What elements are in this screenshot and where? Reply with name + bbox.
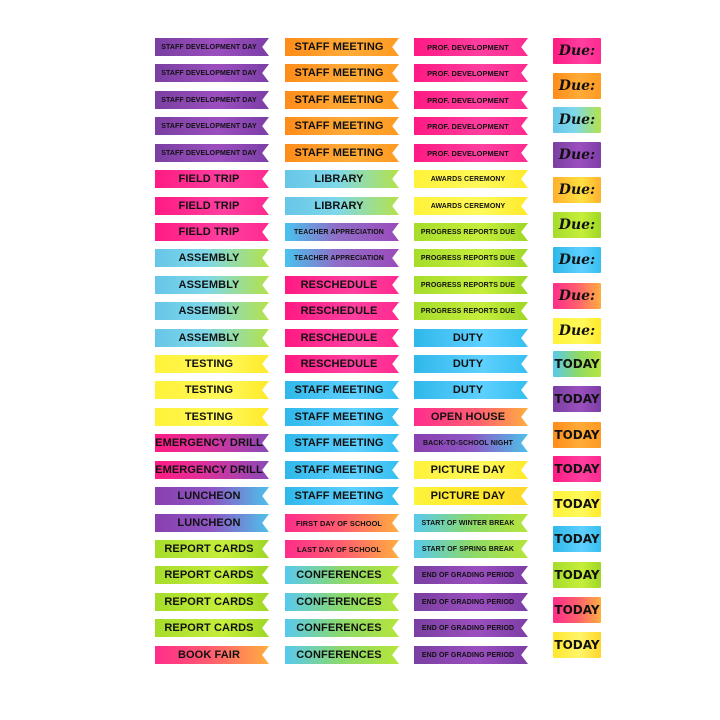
sticker-flag: PROF. DEVELOPMENT <box>414 64 528 82</box>
sticker-flag: FIELD TRIP <box>155 197 269 215</box>
sticker-flag: PROGRESS REPORTS DUE <box>414 249 528 267</box>
sticker-flag: LAST DAY OF SCHOOL <box>285 540 399 558</box>
sticker-flag: PICTURE DAY <box>414 461 528 479</box>
sticker-flag: STAFF DEVELOPMENT DAY <box>155 64 269 82</box>
sticker-flag: ASSEMBLY <box>155 329 269 347</box>
sticker-flag: FIELD TRIP <box>155 223 269 241</box>
sticker-flag: TEACHER APPRECIATION <box>285 223 399 241</box>
today-tag: TODAY <box>553 351 601 377</box>
sticker-flag: CONFERENCES <box>285 646 399 664</box>
sticker-flag: ASSEMBLY <box>155 302 269 320</box>
sticker-flag: END OF GRADING PERIOD <box>414 619 528 637</box>
sticker-flag: DUTY <box>414 355 528 373</box>
sticker-flag: STAFF MEETING <box>285 461 399 479</box>
sticker-flag: CONFERENCES <box>285 566 399 584</box>
sticker-flag: BACK-TO-SCHOOL NIGHT <box>414 434 528 452</box>
sticker-flag: STAFF DEVELOPMENT DAY <box>155 38 269 56</box>
sticker-flag: FIELD TRIP <box>155 170 269 188</box>
sticker-flag: CONFERENCES <box>285 593 399 611</box>
sticker-flag: PROF. DEVELOPMENT <box>414 117 528 135</box>
sticker-flag: PROF. DEVELOPMENT <box>414 91 528 109</box>
sticker-flag: EMERGENCY DRILL <box>155 434 269 452</box>
sticker-flag: OPEN HOUSE <box>414 408 528 426</box>
due-tag: Due: <box>553 283 601 309</box>
today-tag: TODAY <box>553 386 601 412</box>
sticker-flag: STAFF MEETING <box>285 117 399 135</box>
due-tag: Due: <box>553 73 601 99</box>
sticker-flag: PROGRESS REPORTS DUE <box>414 302 528 320</box>
sticker-flag: EMERGENCY DRILL <box>155 461 269 479</box>
sticker-flag: ASSEMBLY <box>155 249 269 267</box>
today-tag: TODAY <box>553 456 601 482</box>
today-tag: TODAY <box>553 491 601 517</box>
sticker-flag: RESCHEDULE <box>285 276 399 294</box>
sticker-flag: FIRST DAY OF SCHOOL <box>285 514 399 532</box>
sticker-flag: PROF. DEVELOPMENT <box>414 144 528 162</box>
sticker-flag: RESCHEDULE <box>285 355 399 373</box>
sticker-flag: REPORT CARDS <box>155 593 269 611</box>
due-tag: Due: <box>553 142 601 168</box>
sticker-flag: AWARDS CEREMONY <box>414 197 528 215</box>
today-tag: TODAY <box>553 422 601 448</box>
due-tag: Due: <box>553 38 601 64</box>
sticker-flag: LUNCHEON <box>155 487 269 505</box>
due-tag: Due: <box>553 107 601 133</box>
sticker-flag: STAFF MEETING <box>285 434 399 452</box>
due-tag: Due: <box>553 318 601 344</box>
sticker-flag: REPORT CARDS <box>155 566 269 584</box>
sticker-flag: TESTING <box>155 408 269 426</box>
sticker-flag: END OF GRADING PERIOD <box>414 646 528 664</box>
sticker-flag: RESCHEDULE <box>285 302 399 320</box>
sticker-flag: START OF WINTER BREAK <box>414 514 528 532</box>
sticker-flag: REPORT CARDS <box>155 540 269 558</box>
sticker-flag: LUNCHEON <box>155 514 269 532</box>
today-tag: TODAY <box>553 562 601 588</box>
sticker-flag: STAFF MEETING <box>285 144 399 162</box>
today-tag: TODAY <box>553 632 601 658</box>
sticker-flag: TESTING <box>155 381 269 399</box>
sticker-flag: STAFF DEVELOPMENT DAY <box>155 91 269 109</box>
sticker-flag: TESTING <box>155 355 269 373</box>
sticker-flag: STAFF MEETING <box>285 64 399 82</box>
sticker-flag: PROF. DEVELOPMENT <box>414 38 528 56</box>
sticker-flag: STAFF DEVELOPMENT DAY <box>155 117 269 135</box>
sticker-flag: PICTURE DAY <box>414 487 528 505</box>
sticker-flag: STAFF MEETING <box>285 38 399 56</box>
due-tag: Due: <box>553 212 601 238</box>
today-tag: TODAY <box>553 597 601 623</box>
sticker-flag: TEACHER APPRECIATION <box>285 249 399 267</box>
due-tag: Due: <box>553 177 601 203</box>
sticker-flag: RESCHEDULE <box>285 329 399 347</box>
sticker-flag: REPORT CARDS <box>155 619 269 637</box>
sticker-flag: STAFF MEETING <box>285 487 399 505</box>
sticker-flag: LIBRARY <box>285 170 399 188</box>
sticker-flag: BOOK FAIR <box>155 646 269 664</box>
sticker-flag: AWARDS CEREMONY <box>414 170 528 188</box>
sticker-flag: DUTY <box>414 381 528 399</box>
sticker-flag: START OF SPRING BREAK <box>414 540 528 558</box>
sticker-flag: STAFF MEETING <box>285 381 399 399</box>
sticker-flag: END OF GRADING PERIOD <box>414 593 528 611</box>
sticker-flag: STAFF MEETING <box>285 408 399 426</box>
sticker-flag: DUTY <box>414 329 528 347</box>
today-tag: TODAY <box>553 526 601 552</box>
sticker-flag: PROGRESS REPORTS DUE <box>414 276 528 294</box>
sticker-flag: CONFERENCES <box>285 619 399 637</box>
sticker-flag: LIBRARY <box>285 197 399 215</box>
sticker-flag: END OF GRADING PERIOD <box>414 566 528 584</box>
sticker-flag: PROGRESS REPORTS DUE <box>414 223 528 241</box>
sticker-flag: STAFF DEVELOPMENT DAY <box>155 144 269 162</box>
due-tag: Due: <box>553 247 601 273</box>
sticker-flag: STAFF MEETING <box>285 91 399 109</box>
sticker-flag: ASSEMBLY <box>155 276 269 294</box>
